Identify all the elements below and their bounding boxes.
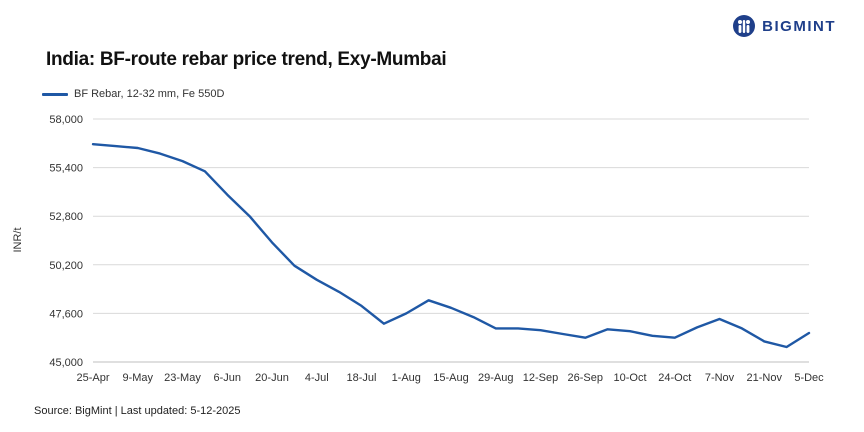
chart-title: India: BF-route rebar price trend, Exy-M…: [46, 49, 447, 70]
x-tick-label: 23-May: [164, 372, 201, 384]
x-tick-label: 10-Oct: [613, 372, 646, 384]
series-line: [91, 142, 811, 349]
y-tick-label: 45,000: [49, 357, 83, 369]
x-tick-label: 26-Sep: [568, 372, 603, 384]
x-tick-label: 4-Jul: [305, 372, 329, 384]
source-note: Source: BigMint | Last updated: 5-12-202…: [34, 405, 241, 417]
x-tick-label: 9-May: [122, 372, 153, 384]
x-tick-label: 5-Dec: [794, 372, 824, 384]
bigmint-logo-icon: [733, 15, 756, 37]
x-tick-label: 15-Aug: [433, 372, 468, 384]
y-tick-label: 52,800: [49, 211, 83, 223]
x-tick-label: 29-Aug: [478, 372, 513, 384]
x-tick-label: 24-Oct: [658, 372, 691, 384]
y-tick-label: 58,000: [49, 114, 83, 126]
legend-swatch: [42, 92, 68, 96]
x-tick-label: 18-Jul: [347, 372, 377, 384]
x-tick-label: 25-Apr: [76, 372, 109, 384]
x-tick-label: 21-Nov: [747, 372, 783, 384]
x-tick-label: 6-Jun: [213, 372, 241, 384]
x-tick-label: 7-Nov: [705, 372, 735, 384]
x-tick-label: 1-Aug: [392, 372, 421, 384]
y-tick-label: 50,200: [49, 260, 83, 272]
y-tick-label: 47,600: [49, 308, 83, 320]
x-tick-label: 12-Sep: [523, 372, 558, 384]
x-tick-label: 20-Jun: [255, 372, 289, 384]
chart-legend: BF Rebar, 12-32 mm, Fe 550D: [42, 88, 224, 100]
legend-label: BF Rebar, 12-32 mm, Fe 550D: [74, 88, 225, 100]
y-tick-label: 55,400: [49, 163, 83, 175]
brand-logo: BIGMINT: [732, 14, 836, 38]
brand-name: BIGMINT: [762, 17, 836, 35]
